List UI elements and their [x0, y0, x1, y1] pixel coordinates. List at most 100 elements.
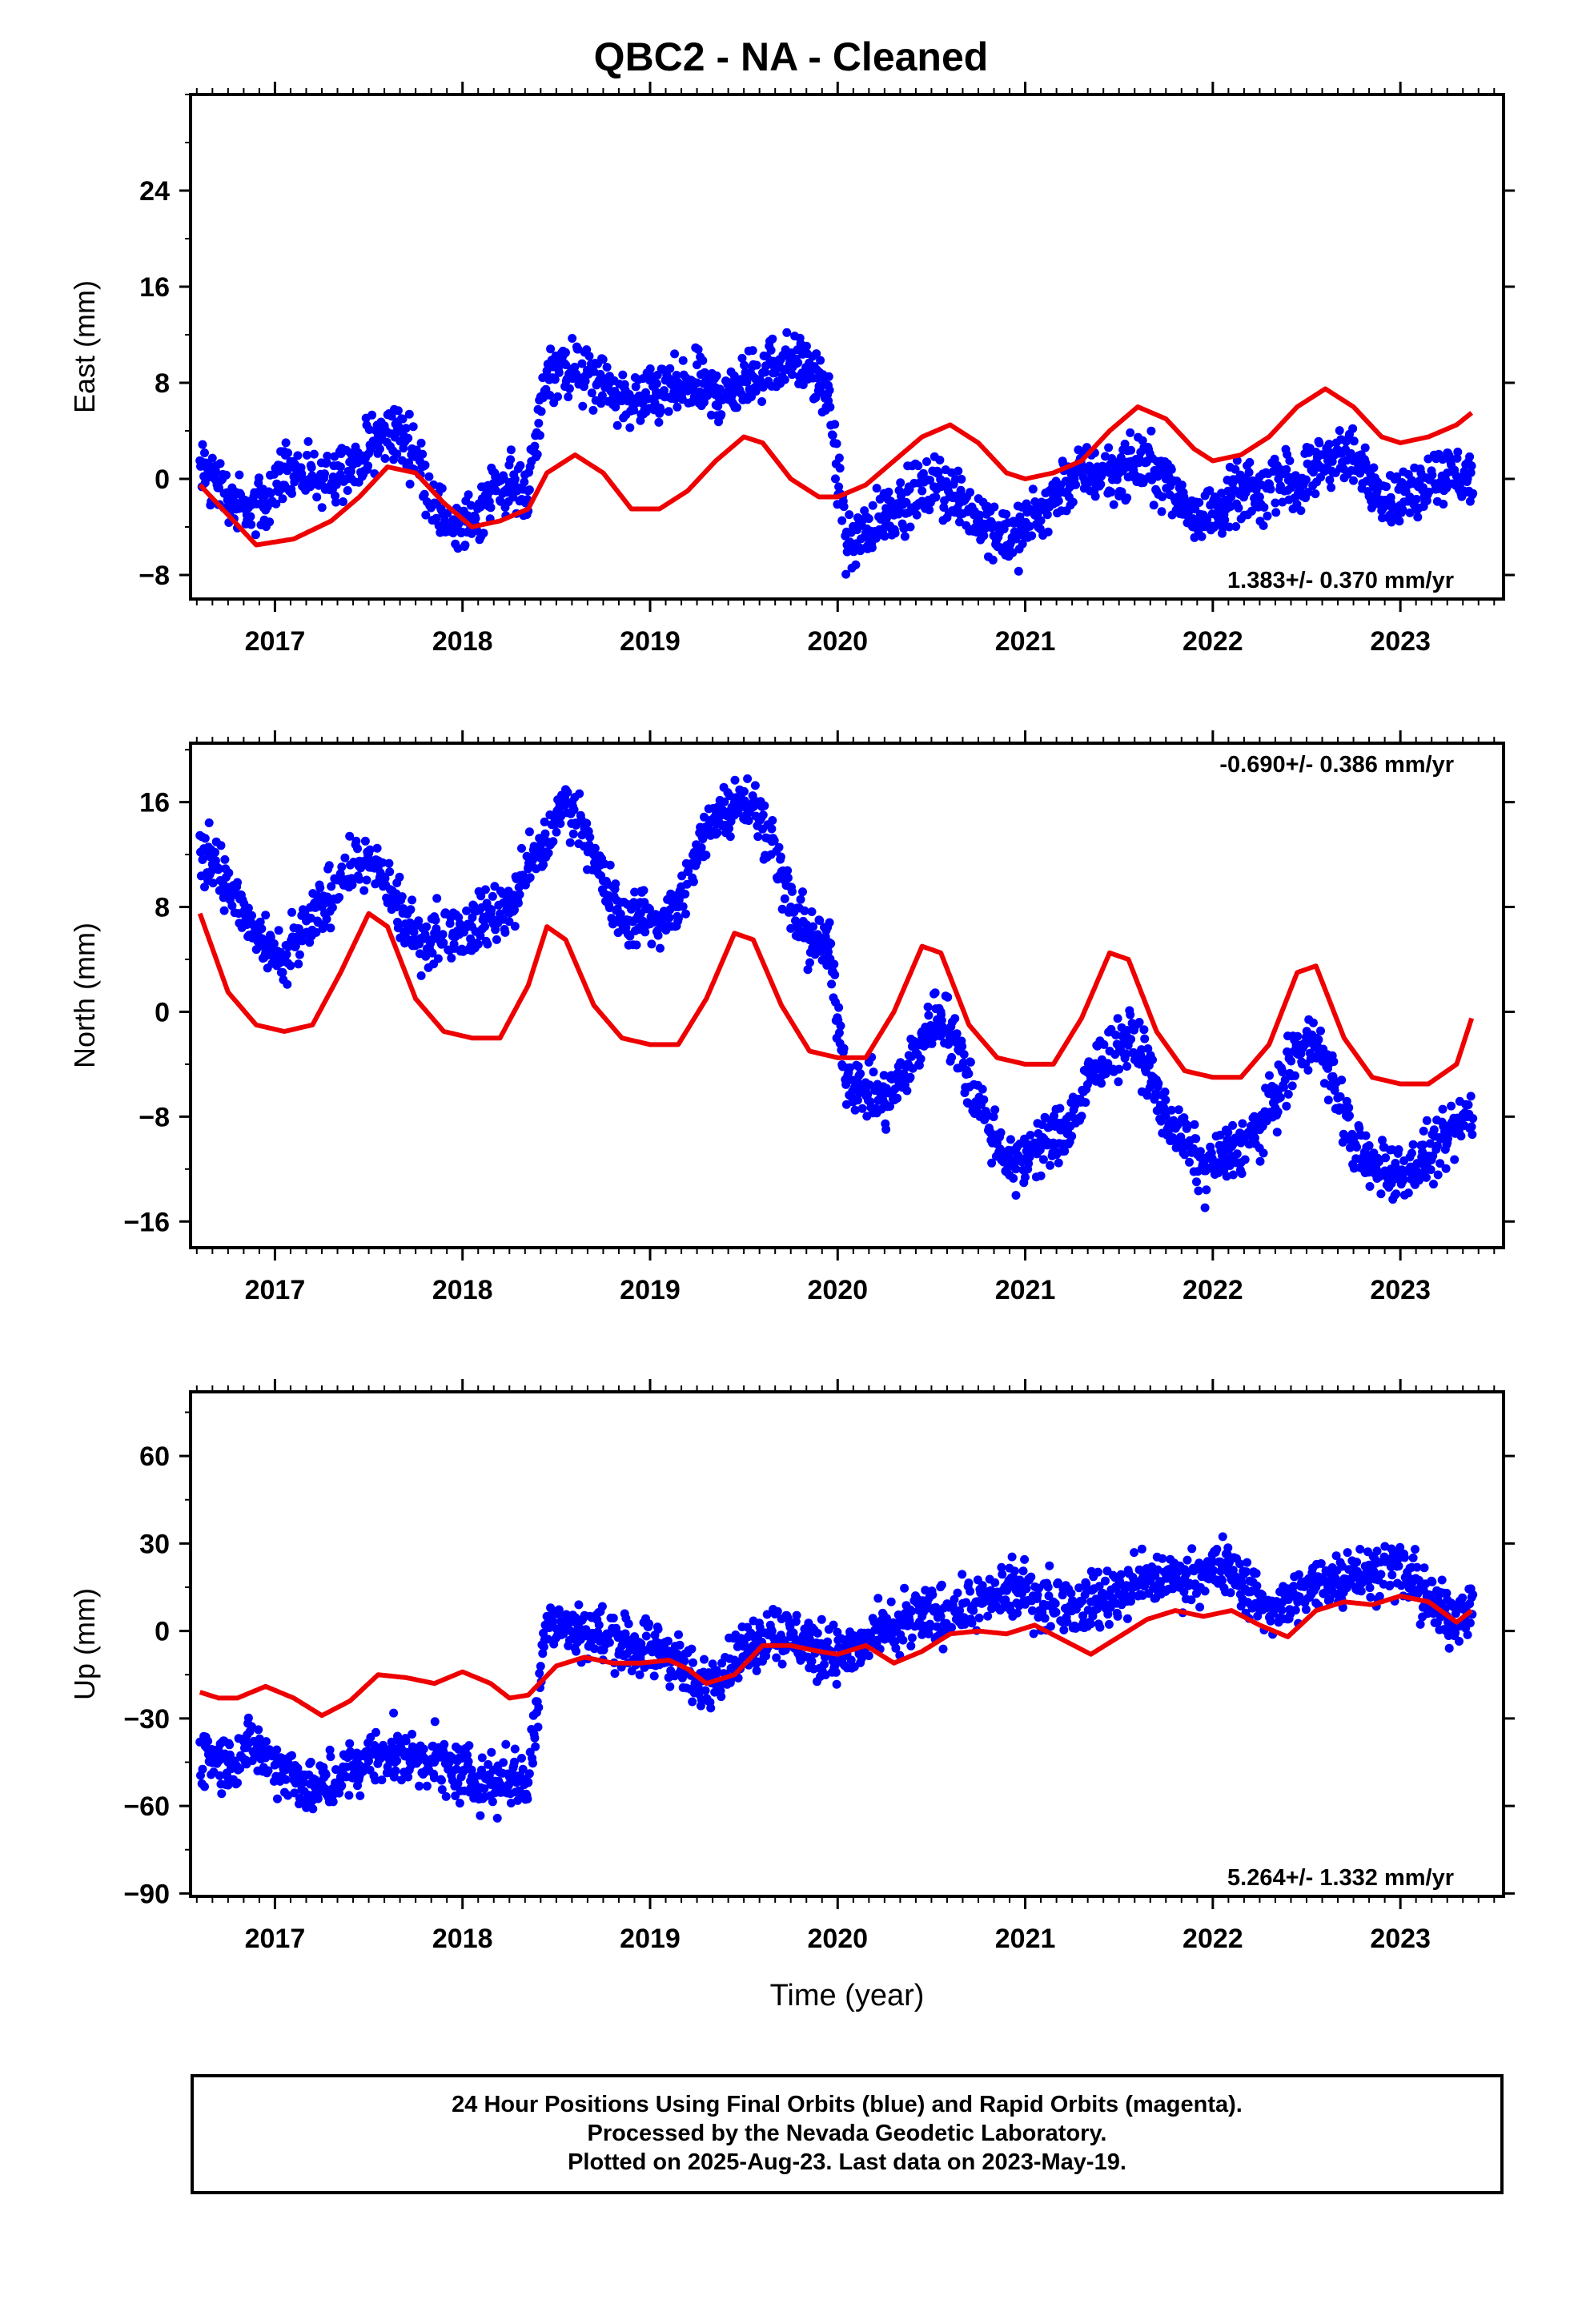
data-point — [834, 1003, 844, 1012]
rate-annotation: 1.383+/- 0.370 mm/yr — [1227, 568, 1454, 593]
y-axis-label: North (mm) — [68, 923, 101, 1068]
data-point — [1103, 1059, 1113, 1068]
data-point — [896, 478, 905, 488]
data-point — [1232, 1149, 1242, 1159]
data-point — [698, 356, 708, 365]
data-point — [825, 918, 834, 927]
data-point — [890, 529, 900, 538]
data-point — [1285, 456, 1295, 465]
data-point — [1263, 511, 1272, 521]
data-point — [725, 824, 734, 833]
data-point — [1213, 1158, 1223, 1168]
data-point — [1126, 1010, 1135, 1019]
data-point — [208, 879, 218, 888]
data-point — [220, 854, 230, 864]
data-point — [836, 1021, 845, 1031]
data-point — [827, 979, 837, 989]
data-point — [271, 499, 281, 509]
data-point — [1077, 1112, 1086, 1121]
x-tick-label: 2021 — [995, 626, 1056, 657]
data-point — [1134, 1018, 1144, 1027]
data-point — [392, 1756, 402, 1766]
data-point — [504, 917, 514, 927]
data-point — [408, 1730, 417, 1739]
x-tick-label: 2020 — [807, 1275, 868, 1305]
data-point — [753, 832, 763, 842]
data-point — [200, 448, 209, 457]
data-point — [825, 402, 835, 412]
data-point — [880, 532, 889, 541]
data-point — [1002, 509, 1011, 519]
data-point — [568, 334, 577, 343]
data-point — [313, 1794, 323, 1803]
data-point — [996, 1128, 1006, 1137]
y-tick-label: 8 — [155, 368, 170, 399]
data-point — [437, 484, 447, 493]
data-point — [533, 1723, 543, 1732]
data-point — [1303, 1065, 1313, 1075]
data-point — [454, 913, 464, 922]
data-point — [1245, 457, 1255, 467]
data-point — [1378, 1136, 1387, 1145]
data-point — [1231, 464, 1240, 474]
data-point — [510, 474, 520, 484]
data-point — [604, 1638, 614, 1647]
data-point — [1407, 1148, 1416, 1158]
data-point — [251, 530, 260, 540]
data-point — [678, 902, 688, 911]
data-point — [477, 1753, 487, 1763]
data-point — [943, 992, 953, 1002]
data-point — [432, 924, 441, 934]
y-tick-label: −8 — [139, 1102, 170, 1132]
data-point — [803, 965, 813, 975]
data-point — [387, 412, 396, 421]
data-point — [611, 879, 620, 889]
data-point — [725, 832, 735, 842]
data-point — [957, 474, 966, 484]
data-point — [1225, 522, 1234, 532]
data-point — [611, 402, 620, 412]
data-point — [1349, 436, 1359, 446]
data-point — [200, 834, 210, 843]
data-point — [198, 855, 207, 864]
data-point — [905, 1072, 915, 1082]
data-point — [681, 889, 690, 899]
data-point — [1280, 1076, 1290, 1084]
data-point — [672, 371, 681, 380]
data-point — [851, 560, 861, 569]
data-point — [787, 370, 797, 380]
data-point — [864, 514, 873, 524]
data-point — [294, 959, 303, 969]
data-point — [1316, 1026, 1325, 1035]
data-point — [398, 414, 408, 424]
data-point — [1185, 1157, 1194, 1167]
data-point — [864, 1651, 873, 1661]
data-point — [453, 1779, 463, 1788]
data-point — [513, 899, 523, 908]
data-point — [1238, 1119, 1247, 1128]
data-point — [1218, 523, 1227, 533]
data-point — [518, 485, 528, 494]
data-point — [1223, 1128, 1233, 1137]
data-point — [219, 906, 229, 915]
data-point — [1113, 1014, 1122, 1023]
data-point — [440, 1739, 449, 1749]
data-point — [393, 406, 403, 416]
data-point — [282, 950, 291, 959]
data-point — [1441, 476, 1451, 485]
data-point — [644, 394, 653, 404]
data-point — [922, 457, 931, 466]
data-point — [1197, 532, 1207, 541]
data-point — [416, 971, 426, 980]
data-point — [825, 385, 834, 395]
data-point — [958, 1058, 968, 1068]
data-point — [575, 789, 584, 798]
data-point — [1097, 1079, 1106, 1088]
data-point — [768, 334, 777, 344]
data-point — [782, 328, 792, 337]
data-point — [1398, 505, 1407, 514]
data-point — [198, 1764, 207, 1774]
data-point — [1240, 1155, 1250, 1164]
data-point — [536, 1662, 545, 1671]
data-point — [582, 818, 592, 828]
